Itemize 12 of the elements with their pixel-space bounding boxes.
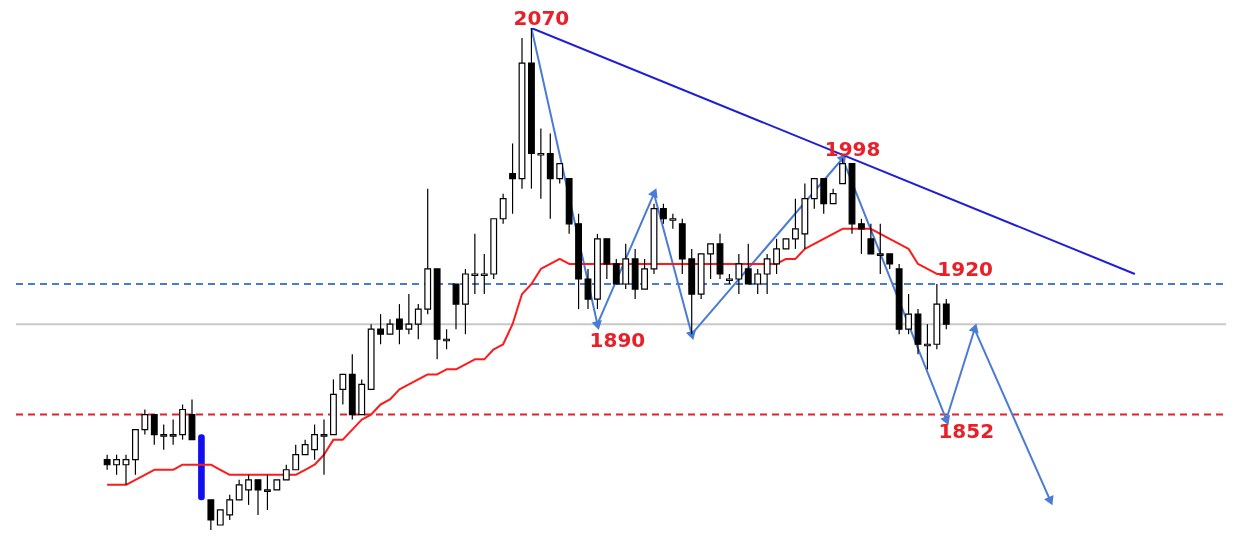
point: [685, 329, 696, 341]
annotation: 2070: [513, 6, 570, 31]
annotation: 1890: [589, 328, 646, 353]
point: [591, 320, 602, 331]
annotation: 1920: [937, 257, 993, 282]
point: [1044, 495, 1054, 506]
point: [968, 323, 979, 334]
point: [648, 188, 658, 199]
annotation: 1852: [938, 418, 995, 443]
candlestick: [641, 258, 648, 290]
candlestick: [264, 474, 271, 511]
annotation: 1998: [824, 136, 881, 161]
